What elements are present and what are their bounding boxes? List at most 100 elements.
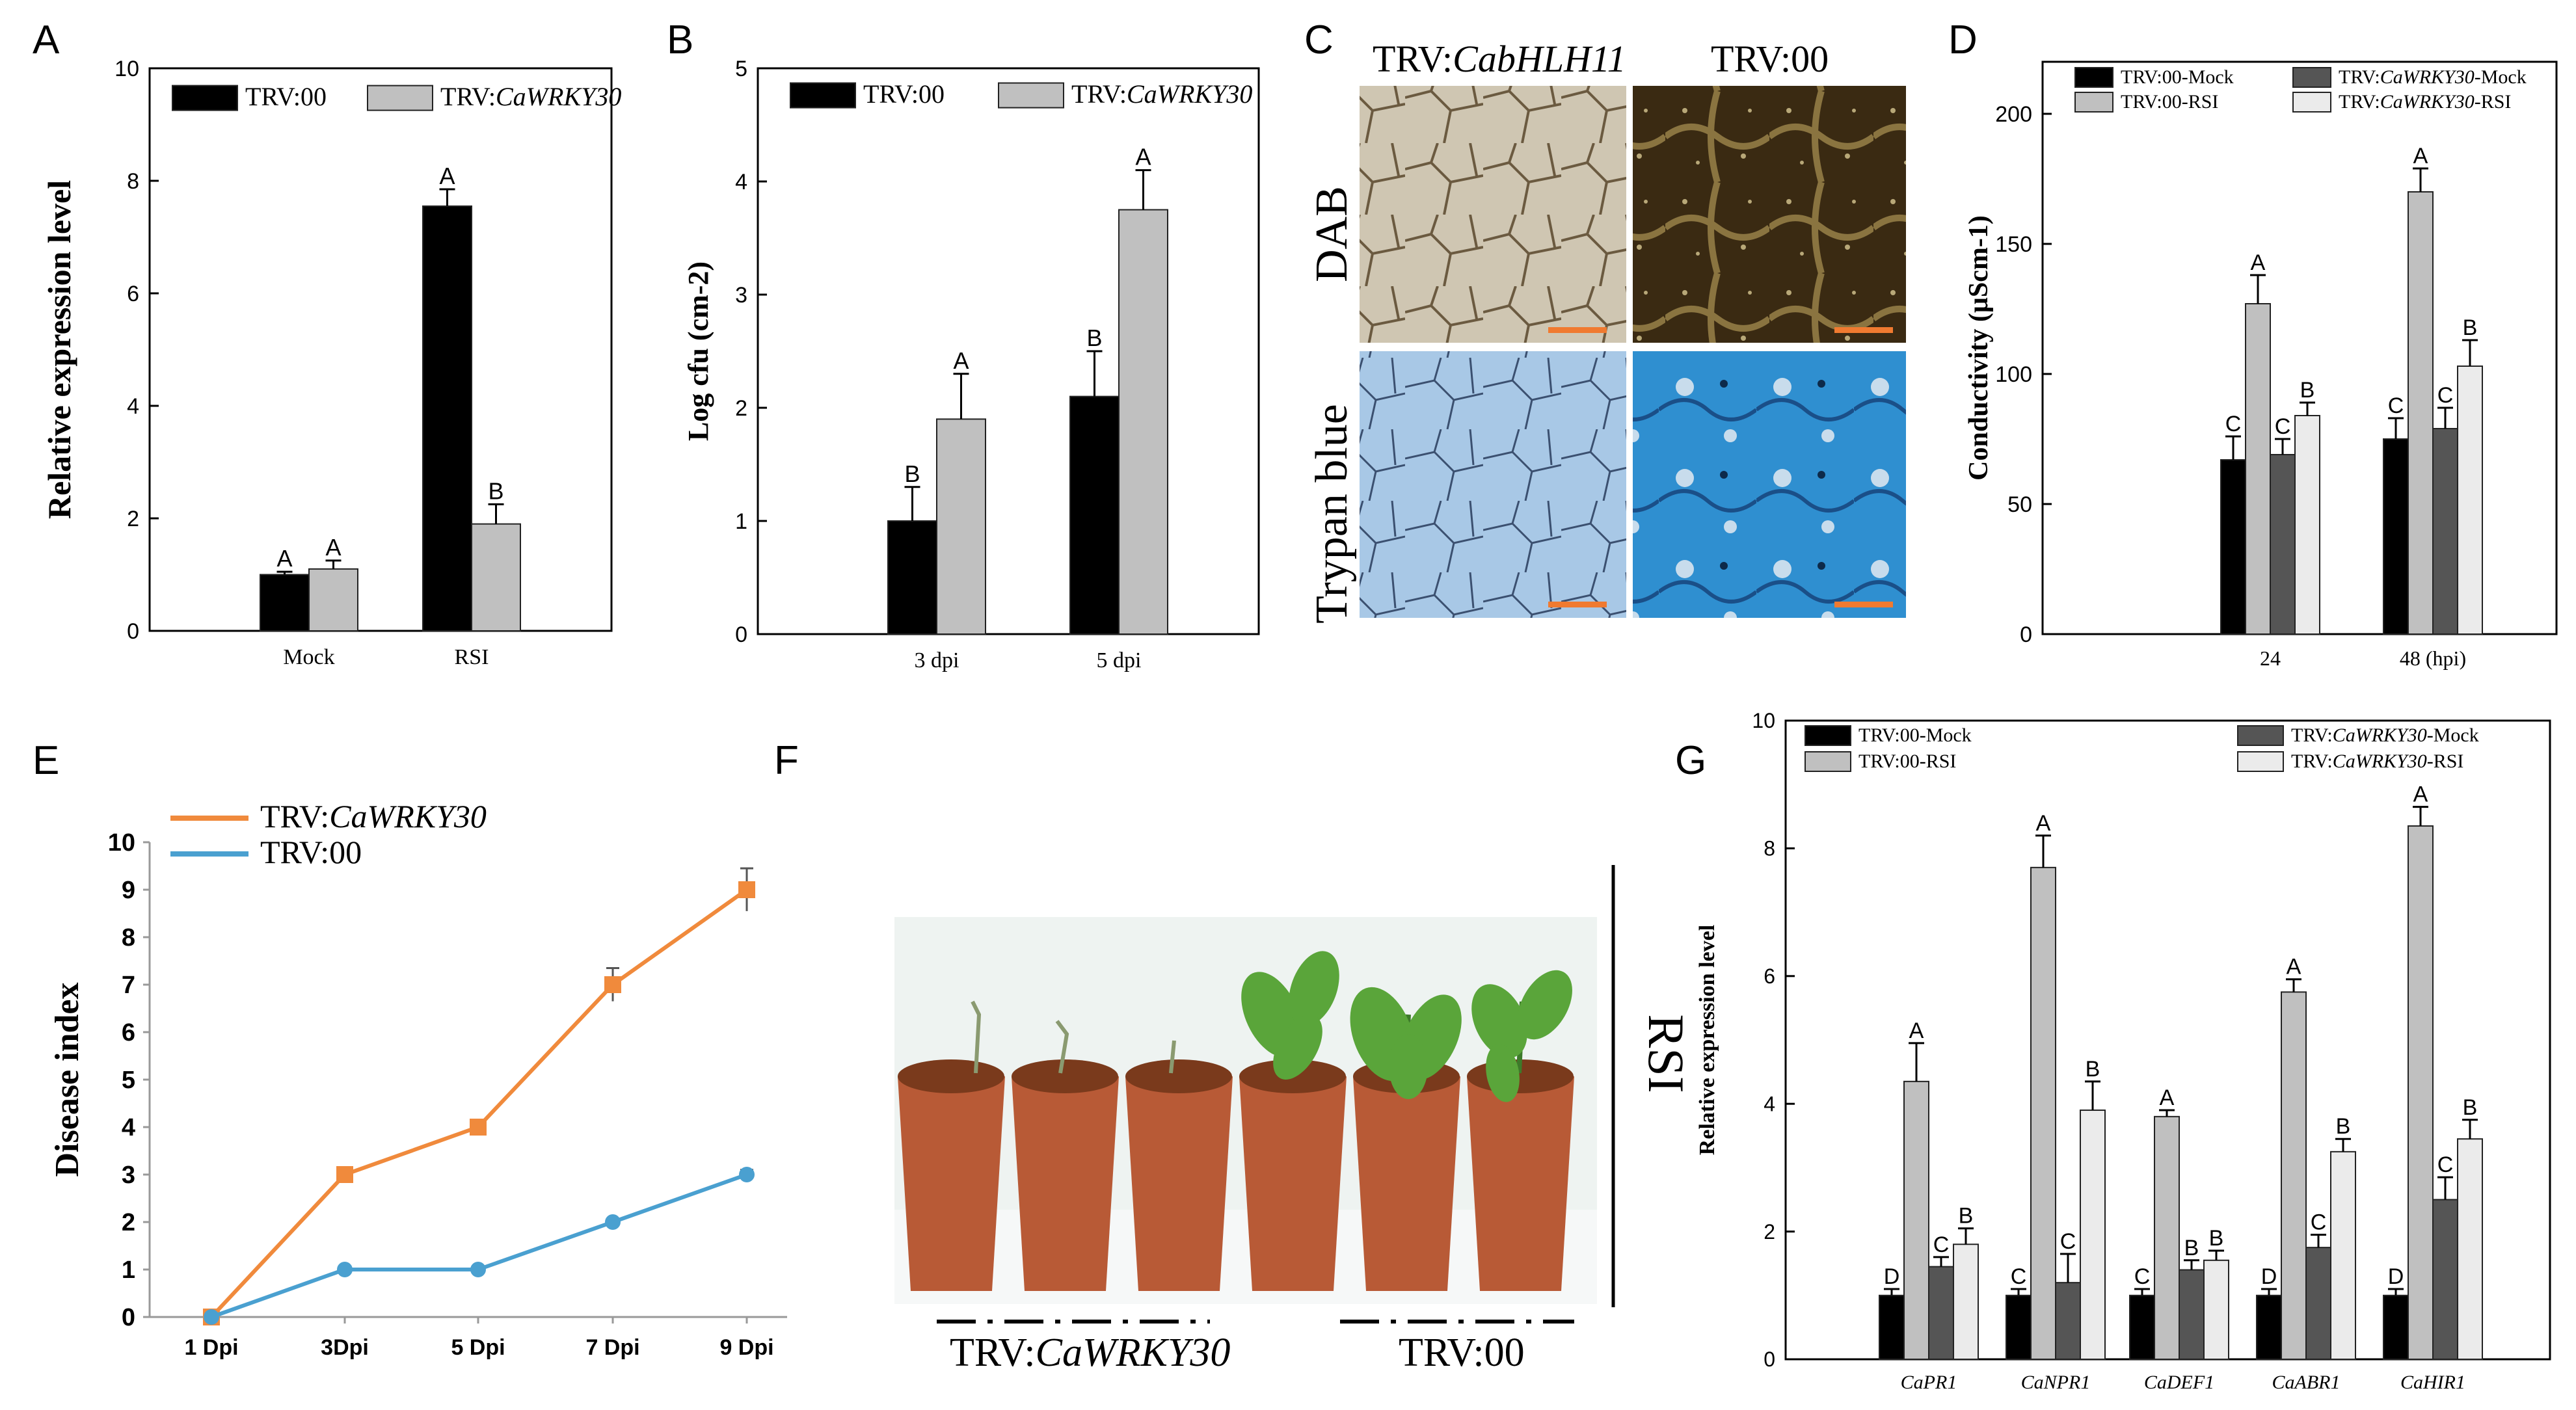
category-label: CaHIR1 <box>2400 1372 2465 1393</box>
data-point <box>337 1262 353 1277</box>
legend-swatch <box>1805 725 1851 746</box>
scale-bar <box>1548 327 1607 333</box>
legend-swatch <box>172 85 238 111</box>
legend-label: TRV:00 <box>863 79 945 109</box>
significance-letter: D <box>2261 1264 2277 1289</box>
significance-letter: A <box>953 347 969 374</box>
y-tick-label: 1 <box>735 509 747 534</box>
y-tick-label: 150 <box>1995 232 2032 257</box>
legend-label: TRV:CaWRKY30 <box>440 82 621 111</box>
bar <box>2408 191 2434 635</box>
y-tick-label: 10 <box>1752 709 1775 732</box>
significance-letter: C <box>2437 1152 2454 1177</box>
significance-letter: A <box>2287 955 2301 979</box>
y-tick-label: 2 <box>127 507 139 531</box>
bar <box>2432 428 2458 635</box>
bar <box>2030 866 2056 1360</box>
dab-trv00-photo <box>1633 86 1906 343</box>
legend-swatch <box>2292 67 2331 88</box>
legend-label: TRV:00-RSI <box>2121 91 2218 113</box>
significance-letter: A <box>325 534 341 561</box>
significance-letter: C <box>2225 412 2242 436</box>
significance-letter: C <box>2134 1264 2151 1289</box>
data-point <box>739 1167 755 1182</box>
significance-letter: B <box>1959 1204 1974 1229</box>
bar <box>2294 415 2320 635</box>
bar <box>2270 454 2296 635</box>
bar <box>471 523 521 632</box>
bar <box>2080 1110 2106 1361</box>
legend-swatch <box>367 85 433 111</box>
significance-letter: D <box>1884 1264 1900 1289</box>
x-tick-label: 7 Dpi <box>585 1335 639 1360</box>
legend-swatch <box>2074 92 2113 113</box>
bar <box>2006 1294 2032 1361</box>
significance-letter: B <box>488 477 503 504</box>
y-tick-label: 50 <box>2007 492 2032 517</box>
bar <box>1118 209 1168 635</box>
significance-letter: C <box>2311 1210 2327 1235</box>
panel-c-row-label-dab: DAB <box>1307 186 1357 282</box>
bar <box>2220 459 2246 635</box>
legend-label: TRV:00 <box>245 82 327 111</box>
pot <box>1239 1076 1347 1291</box>
data-point <box>336 1166 353 1183</box>
legend-swatch <box>2292 92 2331 113</box>
x-tick-label: 9 Dpi <box>719 1335 773 1360</box>
significance-letter: C <box>2275 414 2291 439</box>
bar <box>2154 1115 2180 1360</box>
x-tick-label: 5 Dpi <box>451 1335 505 1360</box>
y-tick-label: 10 <box>114 57 139 81</box>
dab-trv-cabhlh11-photo <box>1360 86 1626 343</box>
y-axis-label: Conductivity (μScm-1) <box>1964 215 1994 481</box>
y-tick-label: 9 <box>122 877 135 904</box>
bar <box>2281 991 2307 1360</box>
y-axis-label: Relative expression level <box>1695 925 1719 1155</box>
bar <box>2383 1294 2409 1361</box>
y-tick-label: 0 <box>122 1304 135 1331</box>
bar <box>260 574 310 632</box>
y-tick-label: 3 <box>735 283 747 308</box>
panel-c-row-label-trypan: Trypan blue <box>1307 404 1357 624</box>
y-tick-label: 4 <box>1764 1092 1775 1115</box>
data-point <box>738 881 755 898</box>
chart-g-gene-expression: 0 2 4 6 8 10 Relative expression level CaPR1 D A C… <box>1695 709 2551 1393</box>
significance-letter: A <box>1909 1018 1924 1043</box>
category-label: 5 dpi <box>1097 648 1142 672</box>
series-line <box>209 888 748 1319</box>
y-tick-label: 2 <box>735 396 747 421</box>
bar <box>887 520 937 635</box>
bar <box>2457 366 2483 635</box>
significance-letter: A <box>439 163 455 189</box>
legend-label: TRV:00 <box>260 834 362 870</box>
pot-rim <box>1125 1059 1232 1093</box>
category-label: CaDEF1 <box>2144 1372 2214 1393</box>
legend-label: TRV:CaWRKY30 <box>260 798 487 834</box>
y-axis-label: Log cfu (cm-2) <box>682 261 714 441</box>
y-tick-label: 6 <box>127 282 139 306</box>
panel-letter-g: G <box>1675 738 1706 783</box>
y-axis-label: Relative expression level <box>41 180 77 519</box>
y-tick-label: 0 <box>2020 622 2032 647</box>
pot-rim <box>898 1059 1004 1093</box>
legend-swatch <box>1805 751 1851 772</box>
data-point <box>204 1309 219 1325</box>
data-point <box>605 1214 621 1230</box>
significance-letter: B <box>904 460 920 487</box>
y-tick-label: 2 <box>1764 1220 1775 1244</box>
significance-letter: C <box>2011 1264 2027 1289</box>
photo-label-trv-cawrky30: TRV:CaWRKY30 <box>950 1331 1230 1375</box>
bar <box>1903 1080 1929 1360</box>
category-label: Mock <box>283 645 334 669</box>
panel-c-column-label-1: TRV:CabHLH11 <box>1373 38 1626 80</box>
chart-b-log-cfu: 0 1 2 3 4 5 Log cfu (cm-2) 3 dpi B A 5 dpi B A TRV:00… <box>682 57 1260 672</box>
bar <box>2203 1259 2229 1361</box>
significance-letter: B <box>2209 1226 2224 1251</box>
category-label: CaABR1 <box>2272 1372 2341 1393</box>
legend-swatch <box>790 82 856 109</box>
scale-bar <box>1834 327 1893 333</box>
scale-bar <box>1548 602 1607 607</box>
panel-letter-f: F <box>774 738 799 783</box>
panel-c-column-label-2: TRV:00 <box>1711 38 1829 80</box>
